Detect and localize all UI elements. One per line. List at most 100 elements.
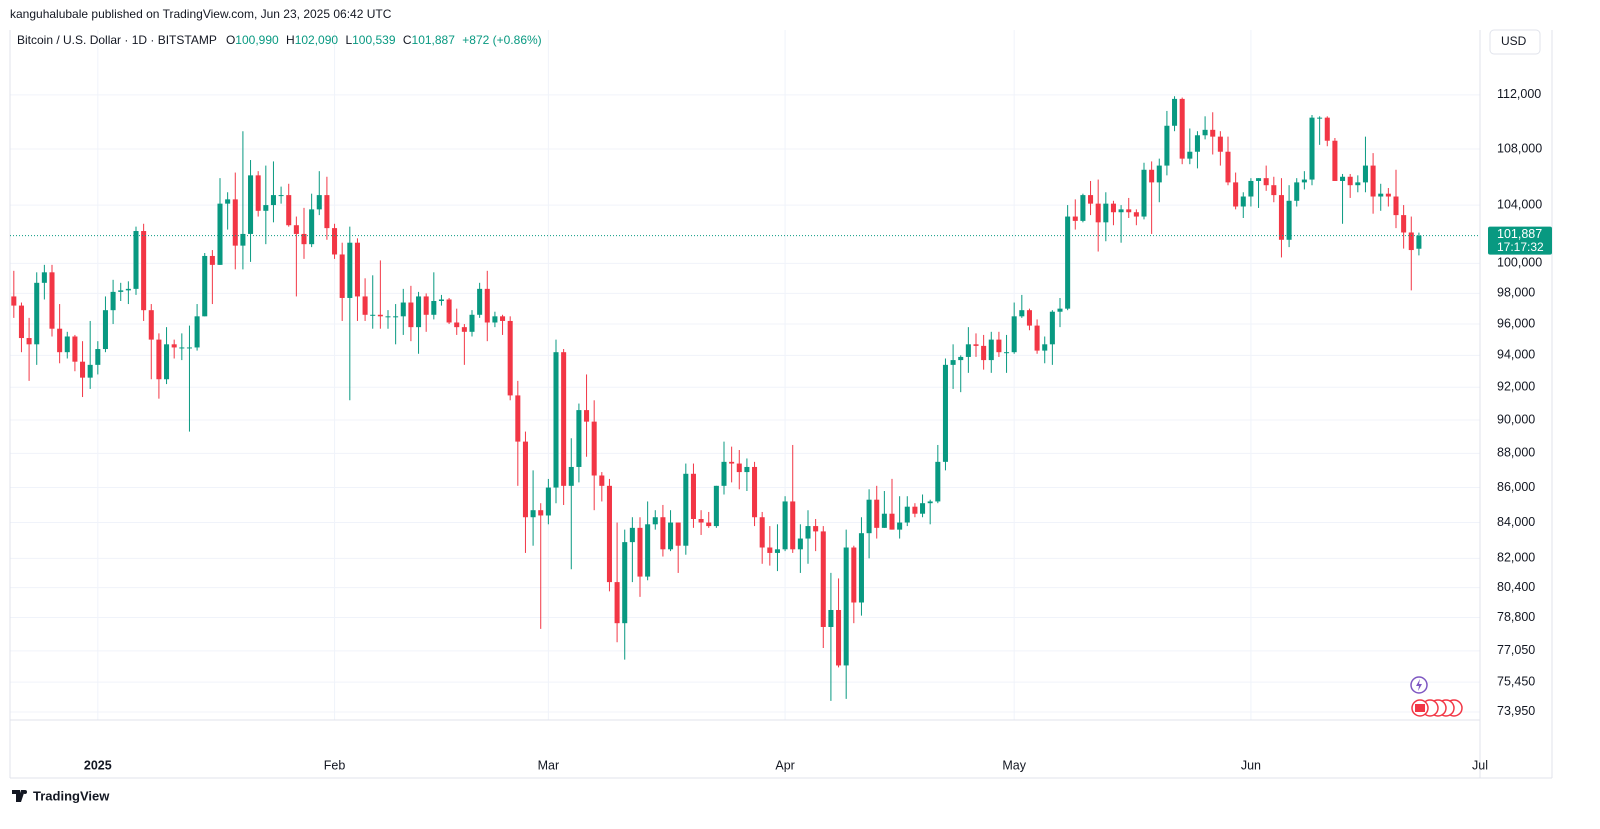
candle-body — [576, 410, 582, 467]
candle-body — [332, 228, 338, 255]
y-tick-label: 100,000 — [1497, 256, 1542, 270]
candle-body — [49, 272, 55, 329]
candle-body — [721, 461, 727, 486]
x-tick-label: Mar — [538, 758, 560, 772]
candle-body — [57, 328, 63, 353]
candle-body — [64, 336, 70, 353]
candle-body — [72, 336, 78, 362]
candle-body — [782, 501, 788, 550]
candle-body — [958, 356, 964, 361]
candle-body — [1248, 180, 1254, 197]
candle-body — [759, 517, 765, 548]
candle-body — [1217, 136, 1223, 152]
candle-body — [866, 499, 872, 534]
candle-body — [774, 549, 780, 553]
y-tick-label: 86,000 — [1497, 480, 1535, 494]
candle-body — [477, 288, 483, 315]
candle-body — [820, 531, 826, 627]
currency-label[interactable]: USD — [1501, 34, 1527, 48]
candle-body — [1324, 117, 1330, 141]
y-tick-label: 98,000 — [1497, 286, 1535, 300]
candle-body — [469, 314, 475, 332]
event-icons — [1410, 676, 1463, 717]
candle-body — [1378, 193, 1384, 197]
x-tick-label: Jun — [1241, 758, 1261, 772]
candle-body — [18, 305, 24, 339]
candle-body — [133, 231, 139, 289]
candle-layer — [11, 96, 1422, 701]
candle-body — [1149, 169, 1155, 183]
candle-body — [545, 487, 551, 516]
candle-body — [186, 347, 192, 349]
candle-body — [454, 322, 460, 328]
candle-body — [1172, 98, 1178, 126]
candle-body — [1301, 179, 1307, 183]
candle-body — [828, 609, 834, 627]
y-tick-label: 73,950 — [1497, 704, 1535, 718]
candle-body — [881, 513, 887, 528]
candle-body — [225, 199, 231, 204]
candle-body — [935, 461, 941, 502]
candle-body — [26, 338, 32, 345]
candle-body — [752, 466, 758, 518]
candle-body — [713, 485, 719, 527]
low-label: L — [345, 33, 352, 47]
event-icon-bolt — [1416, 679, 1422, 691]
candle-body — [385, 316, 391, 318]
candle-body — [362, 296, 368, 315]
candle-body — [1408, 232, 1414, 251]
candle-body — [370, 314, 376, 316]
candle-body — [377, 314, 383, 317]
candle-body — [202, 255, 208, 317]
candle-body — [668, 522, 674, 550]
candle-body — [553, 352, 559, 488]
candle-body — [1416, 235, 1422, 249]
candle-body — [423, 296, 429, 315]
x-tick-label: 2025 — [84, 758, 112, 772]
candle-body — [660, 517, 666, 550]
candle-body — [1179, 98, 1185, 159]
candle-body — [1347, 176, 1353, 186]
candle-body — [248, 175, 254, 234]
candle-body — [171, 344, 177, 348]
candle-body — [1004, 352, 1010, 354]
candle-body — [354, 242, 360, 297]
candle-body — [286, 195, 292, 226]
low-value: 100,539 — [352, 33, 396, 47]
currency-button[interactable] — [1489, 29, 1541, 55]
x-tick-label: Feb — [324, 758, 346, 772]
candle-body — [11, 296, 17, 306]
candle-body — [164, 344, 170, 380]
candle-body — [599, 475, 605, 486]
candle-body — [1133, 212, 1139, 217]
candle-body — [1194, 135, 1200, 152]
candle-body — [1401, 215, 1407, 233]
y-tick-label: 94,000 — [1497, 348, 1535, 362]
symbol-title: Bitcoin / U.S. Dollar · 1D · BITSTAMP — [17, 33, 217, 47]
event-icon-flag — [1415, 704, 1425, 712]
candle-body — [797, 538, 803, 550]
candle-body — [240, 233, 246, 246]
candle-body — [1271, 185, 1277, 196]
candle-body — [1187, 151, 1193, 159]
candle-body — [500, 316, 506, 321]
x-tick-label: Apr — [775, 758, 794, 772]
candle-body — [1072, 216, 1078, 221]
candle-body — [1286, 200, 1292, 240]
candle-body — [897, 522, 903, 530]
candle-body — [698, 518, 704, 523]
candle-body — [1385, 193, 1391, 197]
last-price-label: 101,887 — [1497, 227, 1542, 241]
brand: TradingView — [12, 788, 110, 803]
y-tick-label: 82,000 — [1497, 551, 1535, 565]
high-label: H — [286, 33, 295, 47]
candle-body — [843, 547, 849, 666]
candle-body — [836, 609, 842, 666]
candle-body — [1317, 117, 1323, 119]
candle-body — [790, 501, 796, 550]
candle-body — [996, 339, 1002, 353]
candle-body — [1026, 310, 1032, 326]
candle-body — [1393, 196, 1399, 216]
